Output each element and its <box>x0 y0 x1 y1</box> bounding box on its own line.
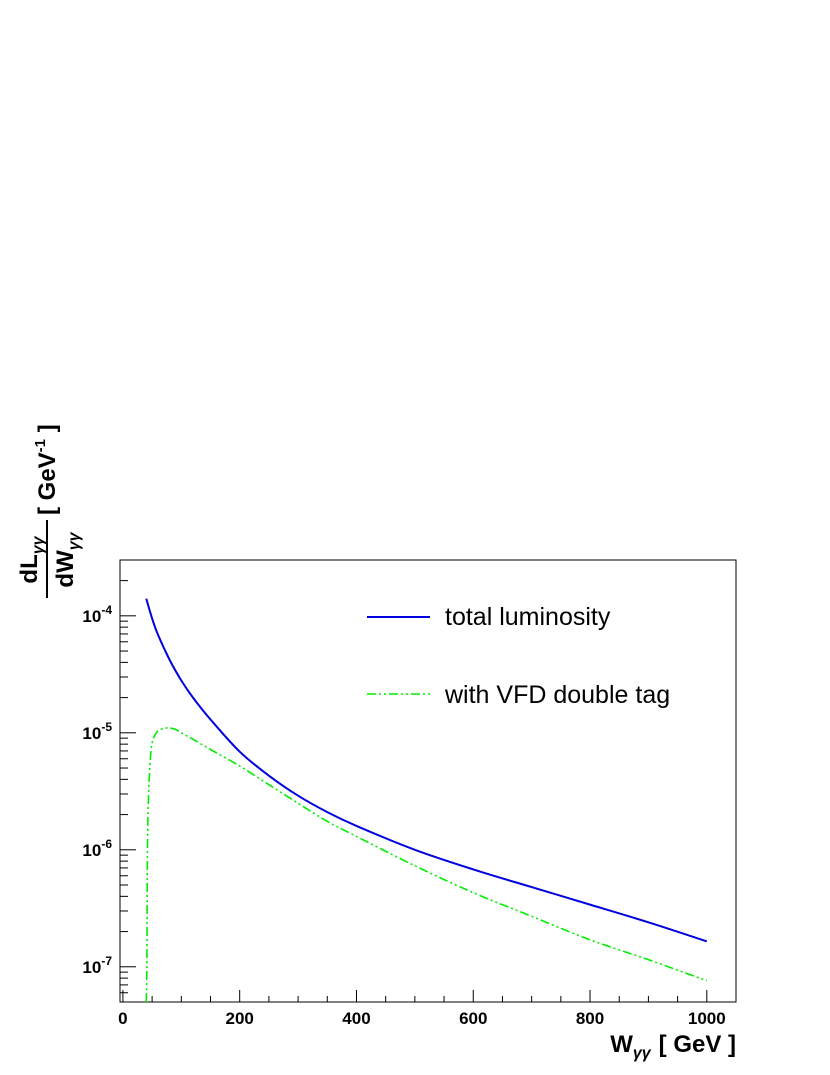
series-line-vfd-double-tag <box>145 727 708 1003</box>
y-axis-title: dLγγ dWγγ [ GeV-1 ] <box>16 424 83 598</box>
legend-label-total-luminosity: total luminosity <box>445 603 611 631</box>
y-tick-label: 10-7 <box>82 954 112 977</box>
x-tick-label: 1000 <box>688 1009 726 1028</box>
y-tick-label: 10-4 <box>82 603 112 626</box>
plot-frame <box>119 559 737 1003</box>
series-line-total-luminosity <box>145 598 708 943</box>
y-title-unit: [ GeV-1 ] <box>32 424 61 515</box>
tick-labels: 0 200 400 600 800 1000 10-7 10-6 10-5 10-4 <box>82 603 725 1028</box>
x-tick-label: 400 <box>342 1009 370 1028</box>
y-title-numerator: dLγγ <box>16 535 47 583</box>
x-tick-label: 600 <box>459 1009 487 1028</box>
series-layer <box>145 598 708 1003</box>
x-tick-label: 200 <box>226 1009 254 1028</box>
axis-ticks <box>120 580 708 1003</box>
y-tick-label: 10-6 <box>82 837 112 860</box>
x-axis-title: Wγγ[ GeV ] <box>610 1031 736 1062</box>
x-tick-label: 0 <box>118 1009 127 1028</box>
y-tick-label: 10-5 <box>82 720 112 743</box>
legend-label-vfd-double-tag: with VFD double tag <box>444 681 670 709</box>
y-title-denominator: dWγγ <box>52 531 83 587</box>
x-tick-label: 800 <box>576 1009 604 1028</box>
legend: total luminosity with VFD double tag <box>367 603 670 709</box>
